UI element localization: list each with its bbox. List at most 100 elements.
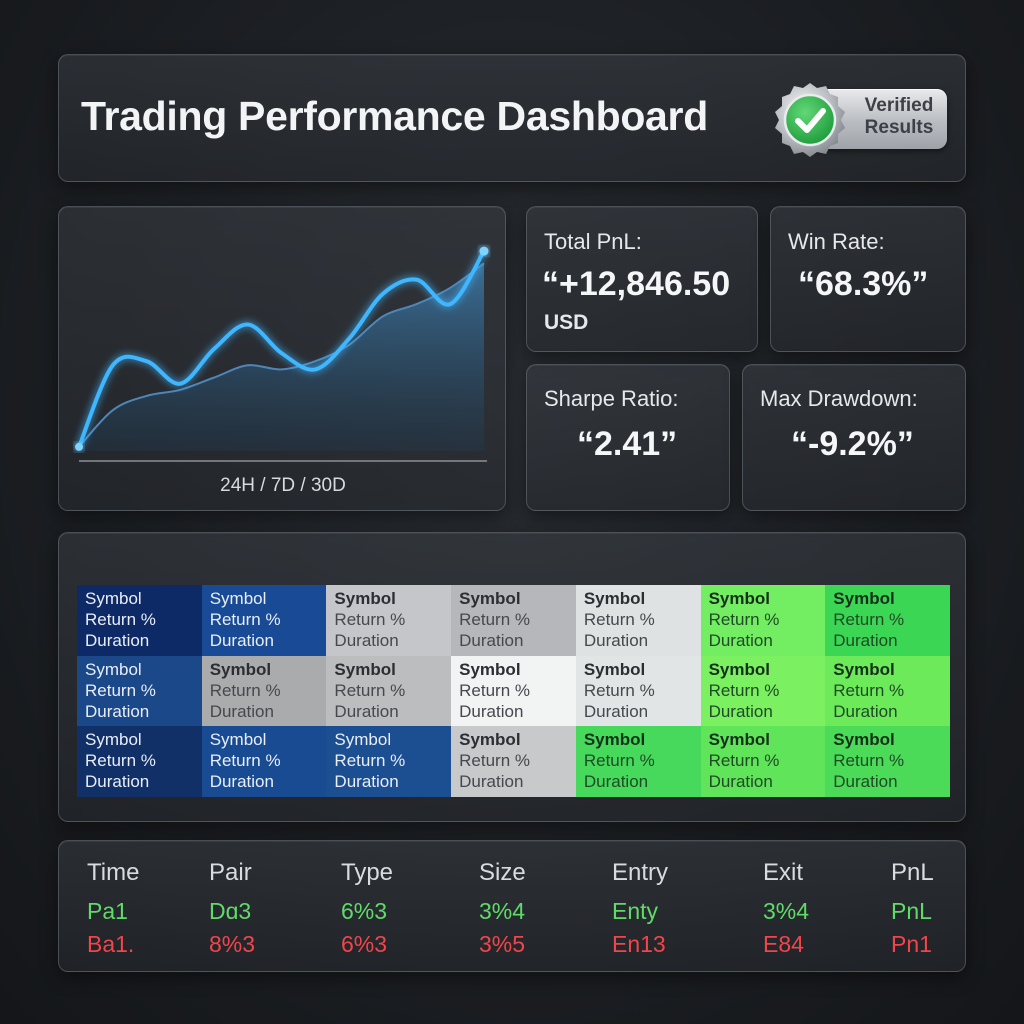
trade-row-cell: 3%4 [763,898,810,924]
heatmap-cell[interactable]: Symbol Return % Duration [201,585,327,656]
heatmap-cell-duration: Duration [334,631,399,650]
heatmap-cell[interactable]: Symbol Return % Duration [451,585,576,656]
heatmap-cell-return: Return % [583,751,655,771]
heatmap-cell-duration: Duration [459,631,524,650]
badge-line-1: Verified [864,95,934,116]
heatmap-cell-duration: Duration [583,631,649,650]
trade-row-cell: 3%4 [479,898,526,924]
heatmap-cell[interactable]: Symbol Return % Duration [326,726,452,797]
heatmap-cell-symbol: Symbol [85,589,142,608]
returns-heatmap: Symbol Return % Duration Symbol Return % Dura… [77,585,950,797]
heatmap-cell-symbol: Symbol [209,589,267,608]
verified-text: Verified Results [855,95,943,139]
heatmap-cell-return: Return % [85,680,156,700]
heatmap-cell-duration: Duration [85,701,150,721]
heatmap-cell[interactable]: Symbol Return % Duration [451,726,576,797]
heatmap-cell-duration: Duration [209,631,274,650]
heatmap-cell-duration: Duration [209,701,274,721]
trade-row-cell: 8%3 [209,931,256,957]
column-header-pnl[interactable]: PnL [891,859,934,886]
column-header-pair[interactable]: Pair [209,859,252,886]
sharpe-ratio-card: Sharpe Ratio: “2.41” [526,364,730,511]
heatmap-cell-return: Return % [708,751,780,771]
heatmap-cell-symbol: Symbol [85,730,142,750]
heatmap-cell[interactable]: Symbol Return % Duration [825,585,950,656]
column-header-type[interactable]: Type [341,859,394,886]
heatmap-cell-return: Return % [334,751,406,771]
heatmap-cell-return: Return % [459,751,531,771]
performance-chart-panel: 24H / 7D / 30D [58,206,506,511]
heatmap-cell-duration: Duration [583,772,649,792]
heatmap-cell-duration: Duration [583,701,649,721]
sharpe-ratio-value: “2.41” [577,425,678,463]
heatmap-cell-duration: Duration [85,772,150,792]
heatmap-cell[interactable]: Symbol Return % Duration [825,655,950,727]
trade-row-cell: 3%5 [479,931,526,957]
badge-line-2: Results [864,117,934,138]
heatmap-cell-symbol: Symbol [708,589,770,608]
heatmap-cell-symbol: Symbol [583,730,646,750]
trade-row-cell: En13 [612,931,666,957]
heatmap-cell-duration: Duration [833,701,898,721]
heatmap-cell-symbol: Symbol [708,659,770,679]
heatmap-cell-return: Return % [708,610,780,629]
heatmap-cell[interactable]: Symbol Return % Duration [77,585,202,656]
heatmap-cell-return: Return % [334,610,406,629]
trade-history-panel: Time Pair Type Size Entry Exit PnL Pa1 Dɑ3 6%3 3%4… [58,840,966,972]
trade-row-cell: PnL [891,898,932,924]
trade-row-cell: Pa1 [87,898,128,924]
heatmap-cell-return: Return % [833,751,905,771]
win-rate-label: Win Rate: [788,229,885,254]
heatmap-cell[interactable]: Symbol Return % Duration [77,726,202,797]
heatmap-cell[interactable]: Symbol Return % Duration [575,585,701,656]
trade-row-cell: Dɑ3 [209,898,252,924]
column-header-size[interactable]: Size [479,859,526,886]
verified-badge: Verified Results [771,83,947,157]
heatmap-cell[interactable]: Symbol Return % Duration [77,655,202,727]
heatmap-cell-duration: Duration [833,631,898,650]
chart-end-point [479,246,489,256]
chart-range-selector[interactable]: 24H / 7D / 30D [220,475,346,496]
heatmap-cell-return: Return % [459,610,531,629]
sharpe-ratio-label: Sharpe Ratio: [544,386,679,411]
chart-start-point [75,442,83,451]
column-header-time[interactable]: Time [87,859,140,886]
heatmap-cell[interactable]: Symbol Return % Duration [700,585,826,656]
heatmap-cell-return: Return % [209,680,281,700]
heatmap-cell-duration: Duration [833,772,898,792]
heatmap-cell[interactable]: Symbol Return % Duration [575,655,701,727]
heatmap-cell[interactable]: Symbol Return % Duration [700,655,826,727]
heatmap-cell[interactable]: Symbol Return % Duration [201,726,327,797]
header-panel: Trading Performance Dashboard Verified [58,54,966,182]
column-header-entry[interactable]: Entry [612,859,669,886]
heatmap-cell[interactable]: Symbol Return % Duration [825,726,950,797]
chart-series-main-line [77,250,486,448]
heatmap-cell-duration: Duration [209,772,274,792]
heatmap-cell[interactable]: Symbol Return % Duration [326,655,452,727]
win-rate-value: “68.3%” [798,265,929,303]
heatmap-cell-symbol: Symbol [459,730,521,750]
returns-heatmap-panel: Symbol Return % Duration Symbol Return % Dura… [58,532,966,822]
check-seal-icon [775,83,845,157]
page-title: Trading Performance Dashboard [81,93,708,139]
heatmap-cell-symbol: Symbol [459,659,521,679]
heatmap-cell-symbol: Symbol [209,659,272,679]
heatmap-cell[interactable]: Symbol Return % Duration [575,726,701,797]
heatmap-cell[interactable]: Symbol Return % Duration [451,655,576,727]
heatmap-cell-symbol: Symbol [708,730,770,750]
heatmap-cell-symbol: Symbol [583,659,646,679]
heatmap-cell-duration: Duration [708,772,773,792]
max-drawdown-card: Max Drawdown: “-9.2%” [742,364,966,511]
win-rate-card: Win Rate: “68.3%” [770,206,966,352]
heatmap-cell[interactable]: Symbol Return % Duration [326,585,452,656]
heatmap-cell-duration: Duration [459,772,524,792]
heatmap-cell-return: Return % [833,610,905,629]
heatmap-cell-return: Return % [209,751,281,771]
total-pnl-unit: USD [544,311,589,334]
heatmap-cell-duration: Duration [459,701,524,721]
heatmap-cell-return: Return % [583,610,655,629]
heatmap-cell[interactable]: Symbol Return % Duration [201,655,327,727]
heatmap-cell[interactable]: Symbol Return % Duration [700,726,826,797]
column-header-exit[interactable]: Exit [763,859,804,886]
trade-row-cell: Pn1 [891,931,932,957]
